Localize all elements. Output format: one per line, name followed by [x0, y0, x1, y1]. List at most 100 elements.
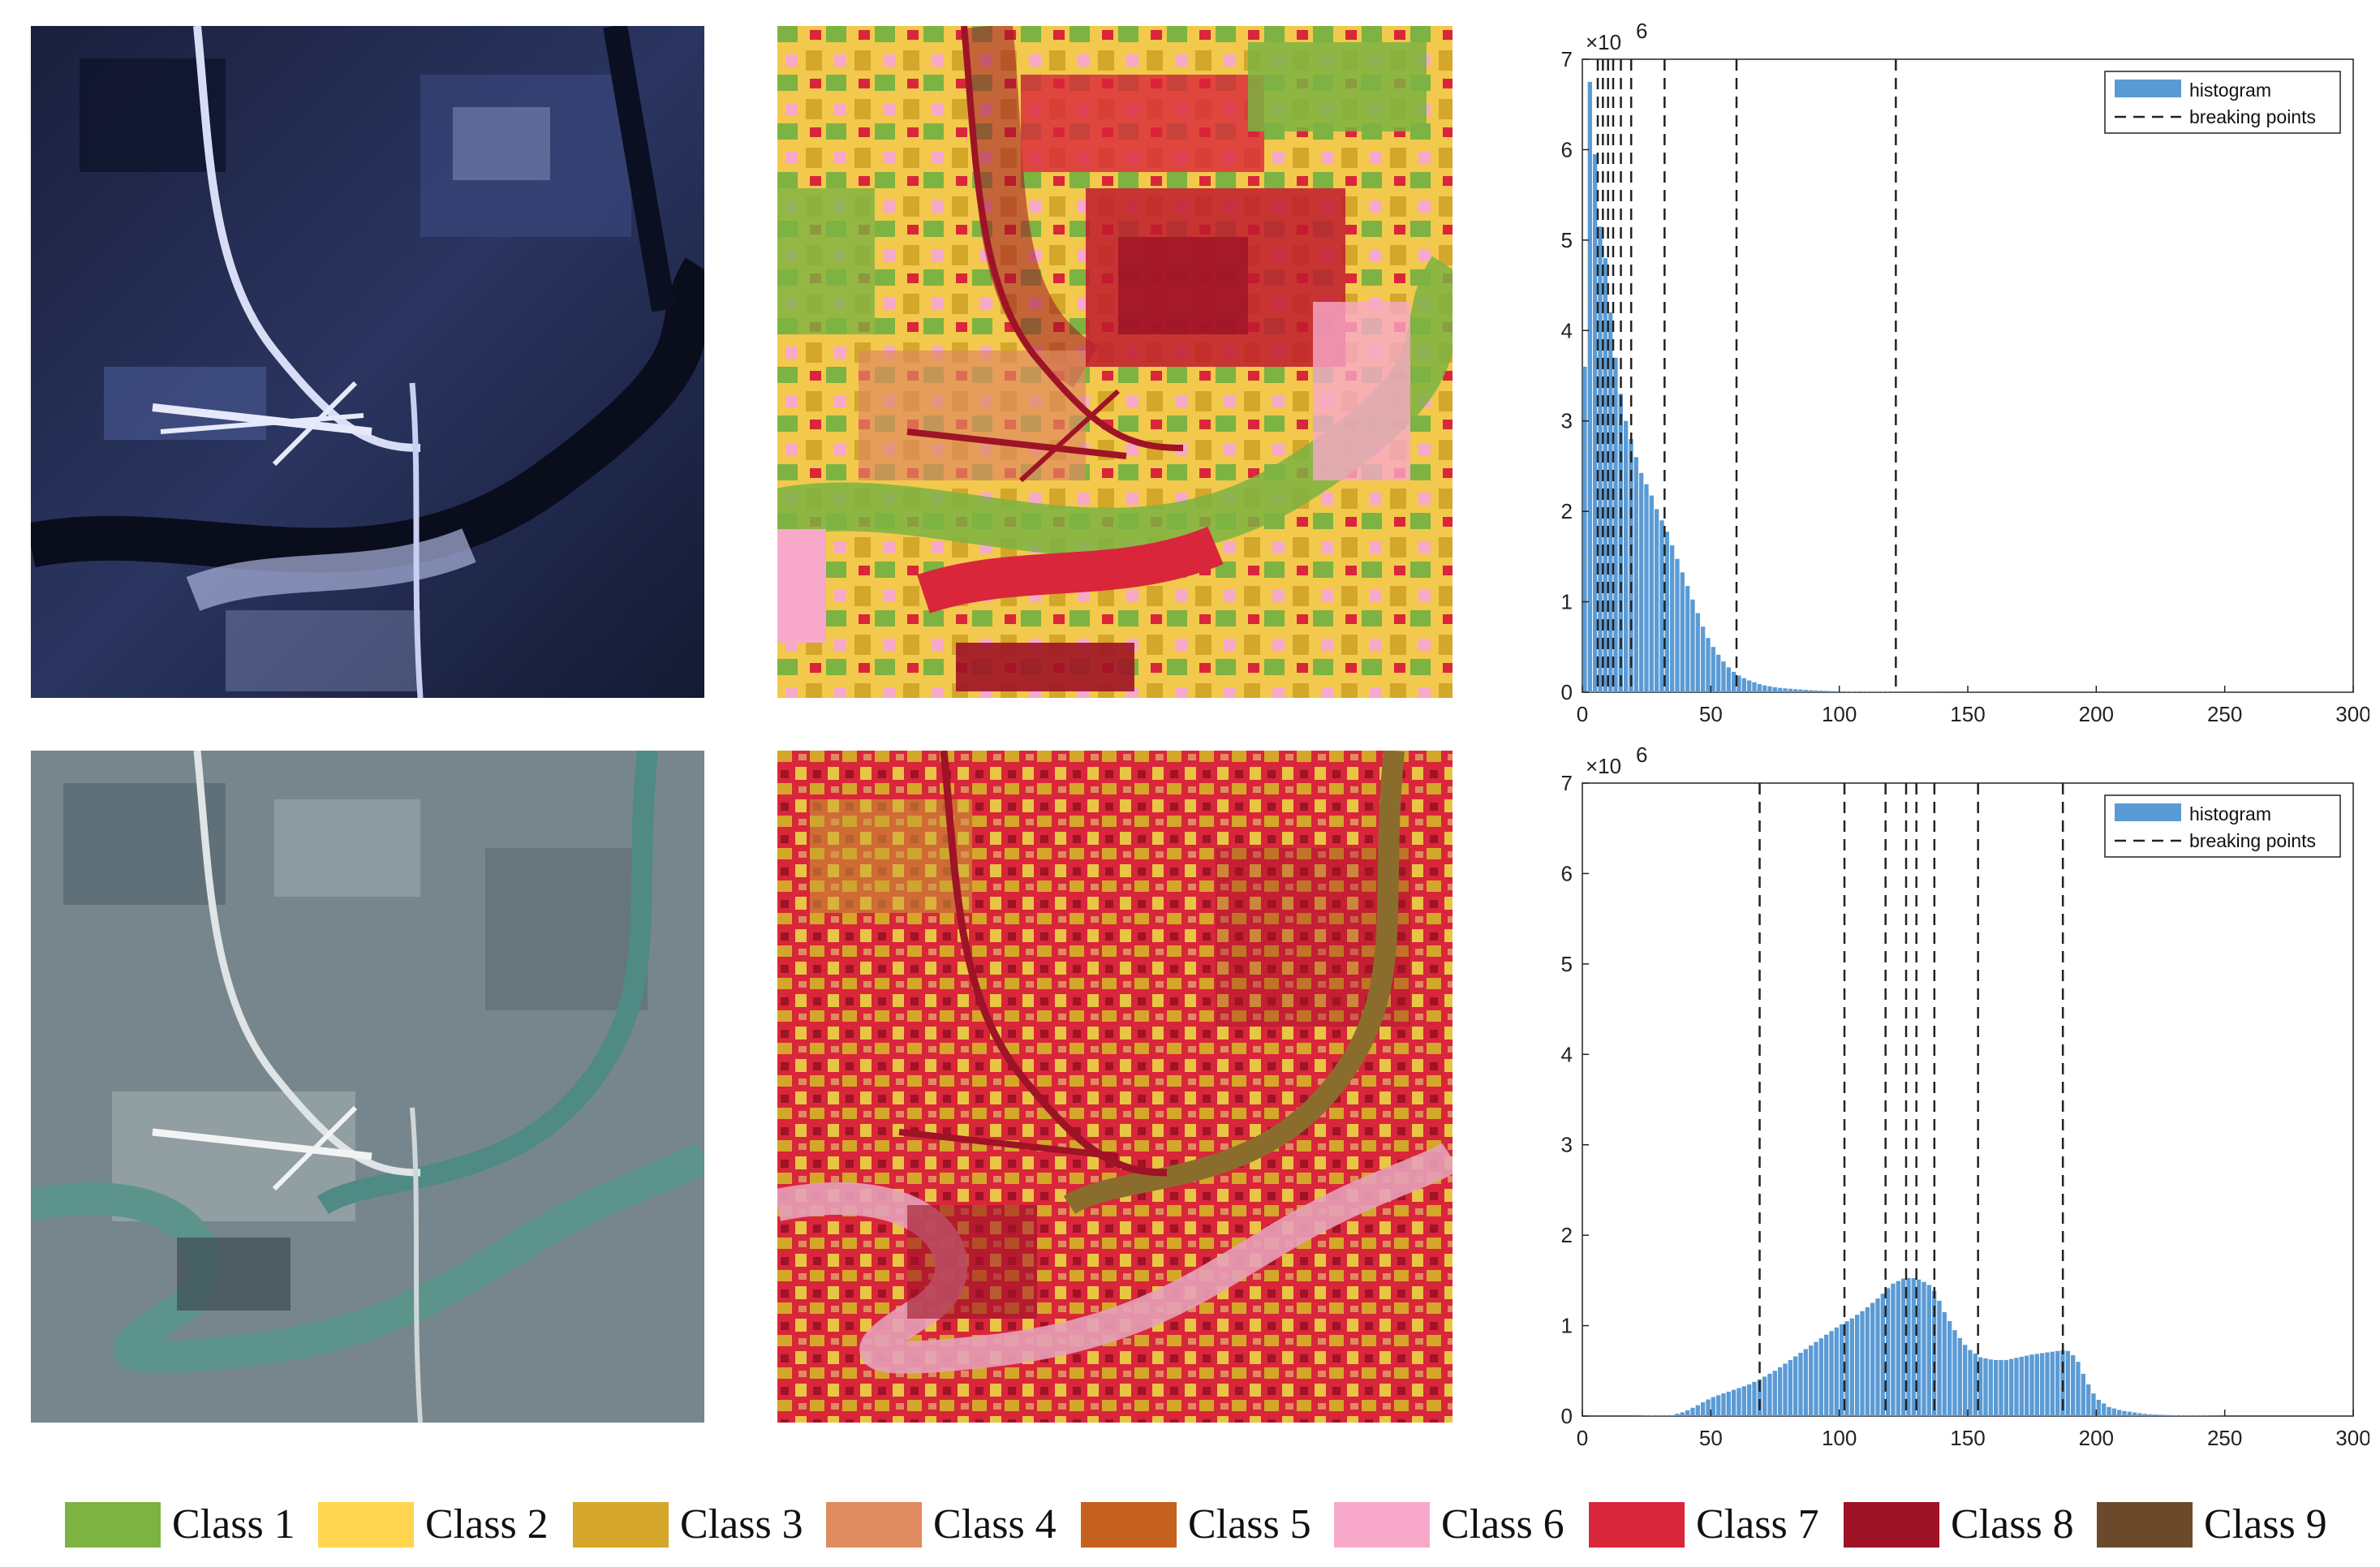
histogram-bar [1906, 1277, 1911, 1416]
plot-frame [1582, 782, 2354, 1417]
histogram-bar [1598, 226, 1603, 693]
histogram-bar [1700, 1402, 1706, 1416]
histogram-top-svg: 0 50 100 150 200 250 300 0 1 2 3 4 5 6 7 ×10 6 histogram b… [1561, 19, 2371, 726]
histogram-bar [2014, 1358, 2019, 1416]
legend-swatch [65, 1502, 161, 1548]
histogram-bar [2153, 1414, 2158, 1416]
y-tick-label: 1 [1561, 590, 1573, 614]
histogram-bar [1741, 678, 1746, 692]
histogram-bar [1752, 682, 1757, 692]
x-tick-label: 50 [1699, 1426, 1723, 1450]
histogram-bar [1772, 1371, 1777, 1416]
classification-map-bottom [777, 751, 1453, 1423]
histogram-bar [1669, 1414, 1675, 1416]
histogram-bar [1664, 1415, 1669, 1416]
histogram-bar [1762, 685, 1767, 692]
histogram-bar [1993, 1359, 1999, 1416]
histogram-bar [1849, 1318, 1854, 1416]
y-tick-label: 4 [1561, 318, 1573, 342]
histogram-bar [1854, 691, 1860, 692]
histogram-bar [1880, 1294, 1885, 1416]
histogram-bar [1916, 1279, 1922, 1416]
histogram-bar [1603, 258, 1607, 693]
histogram-bar [1952, 1330, 1957, 1416]
x-tick-label: 0 [1577, 1426, 1588, 1450]
histogram-bar [2045, 1352, 2050, 1416]
y-tick-label: 3 [1561, 409, 1573, 433]
x-tick-label: 100 [1822, 1426, 1857, 1450]
histogram-bar [1752, 1381, 1757, 1416]
histogram-bar [1808, 690, 1814, 692]
histogram-bar [1762, 1376, 1767, 1416]
histogram-bar [1607, 312, 1613, 692]
satellite-image-dark [31, 26, 704, 698]
legend-swatch [1081, 1502, 1177, 1548]
histogram-bar [1690, 1407, 1695, 1416]
histogram-bar [1757, 1379, 1762, 1416]
histogram-bar [1839, 1324, 1844, 1416]
histogram-bar [1870, 1302, 1875, 1416]
histogram-bar [1823, 1334, 1829, 1416]
histogram-bar [1988, 1359, 1993, 1416]
y-tick-label: 0 [1561, 680, 1573, 704]
histogram-bar [2091, 1393, 2096, 1416]
histogram-bar [1957, 1337, 1962, 1416]
histogram-bar [1690, 599, 1695, 692]
x-tick-label: 300 [2335, 1426, 2369, 1450]
legend-swatch [1589, 1502, 1685, 1548]
histogram-bar [2034, 1354, 2039, 1416]
histogram-bar [1777, 1367, 1783, 1416]
y-tick-label: 7 [1561, 771, 1573, 795]
histogram-bar [2137, 1413, 2142, 1416]
legend-swatch [1334, 1502, 1430, 1548]
histogram-bar [1844, 691, 1849, 692]
histogram-bar [1685, 586, 1690, 692]
histogram-bar [1695, 613, 1700, 692]
histogram-bar [1721, 661, 1726, 692]
histogram-bar [2039, 1353, 2045, 1416]
histogram-bar [2055, 1350, 2060, 1416]
histogram-bar [2127, 1411, 2132, 1416]
histogram-bar [1644, 484, 1649, 692]
x-tick-label: 150 [1950, 1426, 1985, 1450]
y-tick-label: 7 [1561, 47, 1573, 71]
x-tick-label: 200 [2079, 1426, 2114, 1450]
histogram-bar [1623, 420, 1629, 692]
histogram-bar [1849, 691, 1854, 692]
y-tick-label: 4 [1561, 1042, 1573, 1066]
histogram-bar [1783, 688, 1788, 692]
histogram-bar [2111, 1408, 2116, 1416]
histogram-bar [1706, 1399, 1711, 1416]
histogram-bar [1999, 1359, 2003, 1416]
histogram-bar [1973, 1354, 1978, 1416]
histogram-bar [1823, 691, 1829, 692]
histogram-bar [1978, 1357, 1983, 1416]
histogram-bar [1803, 1349, 1808, 1416]
histogram-bar [1669, 545, 1675, 692]
histogram-bar [1818, 1338, 1823, 1416]
legend-label-histogram: histogram [2189, 803, 2271, 824]
histogram-bar [1875, 691, 1880, 692]
histogram-bar [1870, 691, 1875, 692]
histogram-bar [2029, 1354, 2034, 1416]
histogram-bar [1854, 1315, 1860, 1416]
histogram-bar [1983, 1358, 1988, 1416]
histogram-bar [1875, 1298, 1880, 1416]
x-tick-label: 250 [2207, 702, 2242, 726]
classification-map-top [777, 26, 1453, 698]
histogram-bar [1675, 558, 1680, 692]
legend-label: Class 5 [1188, 1501, 1311, 1548]
histogram-bar [1659, 1415, 1664, 1416]
histogram-bar [1649, 495, 1654, 692]
y-exponent-label: ×10 [1586, 30, 1621, 54]
legend-swatch [318, 1502, 414, 1548]
histogram-bar [1839, 691, 1844, 692]
histogram-bar [1618, 394, 1623, 692]
histogram-bar [2024, 1355, 2029, 1416]
legend-label: Class 6 [1441, 1501, 1564, 1548]
histogram-bar [2076, 1362, 2081, 1416]
histogram-bar [1788, 688, 1793, 692]
histogram-bar [2116, 1410, 2122, 1416]
histogram-bar [1659, 520, 1664, 692]
histogram-bar [1865, 691, 1870, 692]
